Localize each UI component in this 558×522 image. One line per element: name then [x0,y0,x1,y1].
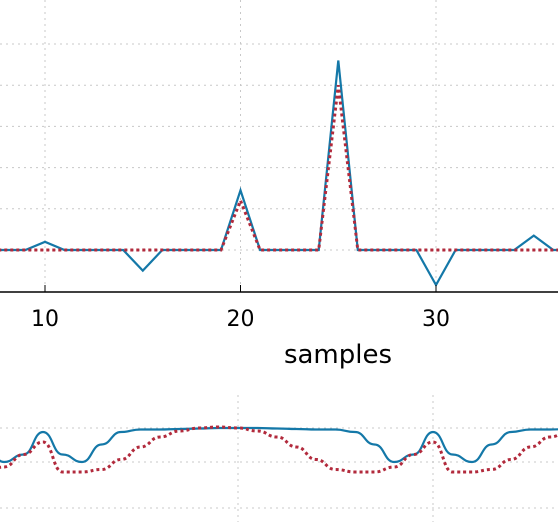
series-curve-solid [0,426,558,464]
x-tick-label: 20 [227,307,255,332]
x-tick-label: 10 [31,307,59,332]
series-curve-dotted [0,425,558,474]
top-chart-panel: 10 20 30 [0,0,558,332]
x-axis-label: samples [284,340,392,370]
bottom-chart-panel [0,395,558,522]
series-line-dotted [0,85,558,252]
x-tick-label: 30 [422,307,450,332]
